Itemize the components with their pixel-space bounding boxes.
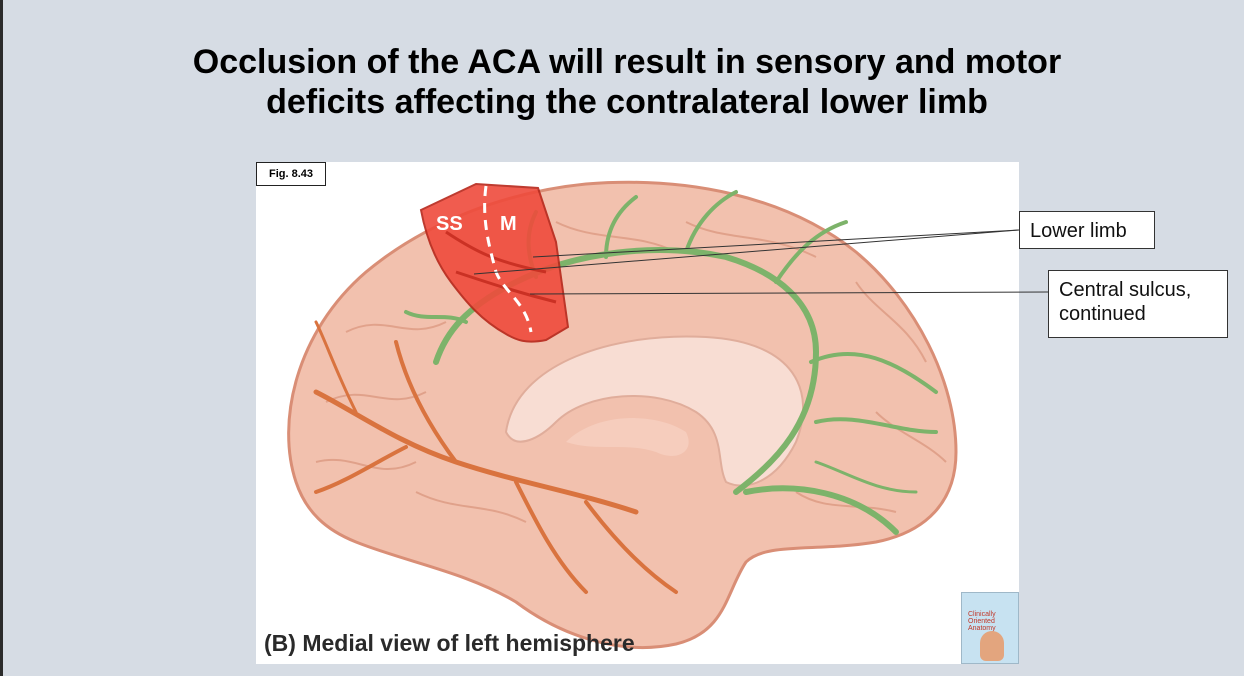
figure-caption: (B) Medial view of left hemisphere: [264, 630, 635, 656]
lower-limb-callout: Lower limb: [1019, 211, 1155, 249]
region-ss-label: SS: [436, 213, 463, 235]
book-cover-face: [980, 631, 1004, 661]
brain-illustration: SS M: [287, 180, 958, 649]
figure-number-label: Fig. 8.43: [256, 162, 326, 186]
book-cover-icon: Clinically Oriented Anatomy: [961, 592, 1019, 664]
slide-title-line-2: deficits affecting the contralateral low…: [266, 83, 988, 121]
slide-title-line-1: Occlusion of the ACA will result in sens…: [192, 43, 1062, 81]
window-left-edge: [0, 0, 3, 676]
book-title-line-2: Oriented: [968, 618, 995, 625]
book-title: Clinically Oriented Anatomy: [968, 611, 1016, 632]
book-title-line-1: Clinically: [968, 611, 996, 618]
slide-title: Occlusion of the ACA will result in sens…: [0, 42, 1244, 122]
book-title-line-3: Anatomy: [968, 625, 996, 632]
anatomy-figure: SS M Fig. 8.43 (B) Medial view of left h…: [256, 162, 1019, 664]
posterior-cerebral-artery: [313, 320, 678, 594]
corpus-callosum: [504, 335, 804, 487]
central-sulcus-callout-line-2: continued: [1059, 303, 1146, 325]
central-sulcus-callout-line-1: Central sulcus,: [1059, 279, 1192, 301]
region-m-label: M: [500, 213, 517, 235]
central-sulcus-callout: Central sulcus, continued: [1048, 270, 1228, 338]
